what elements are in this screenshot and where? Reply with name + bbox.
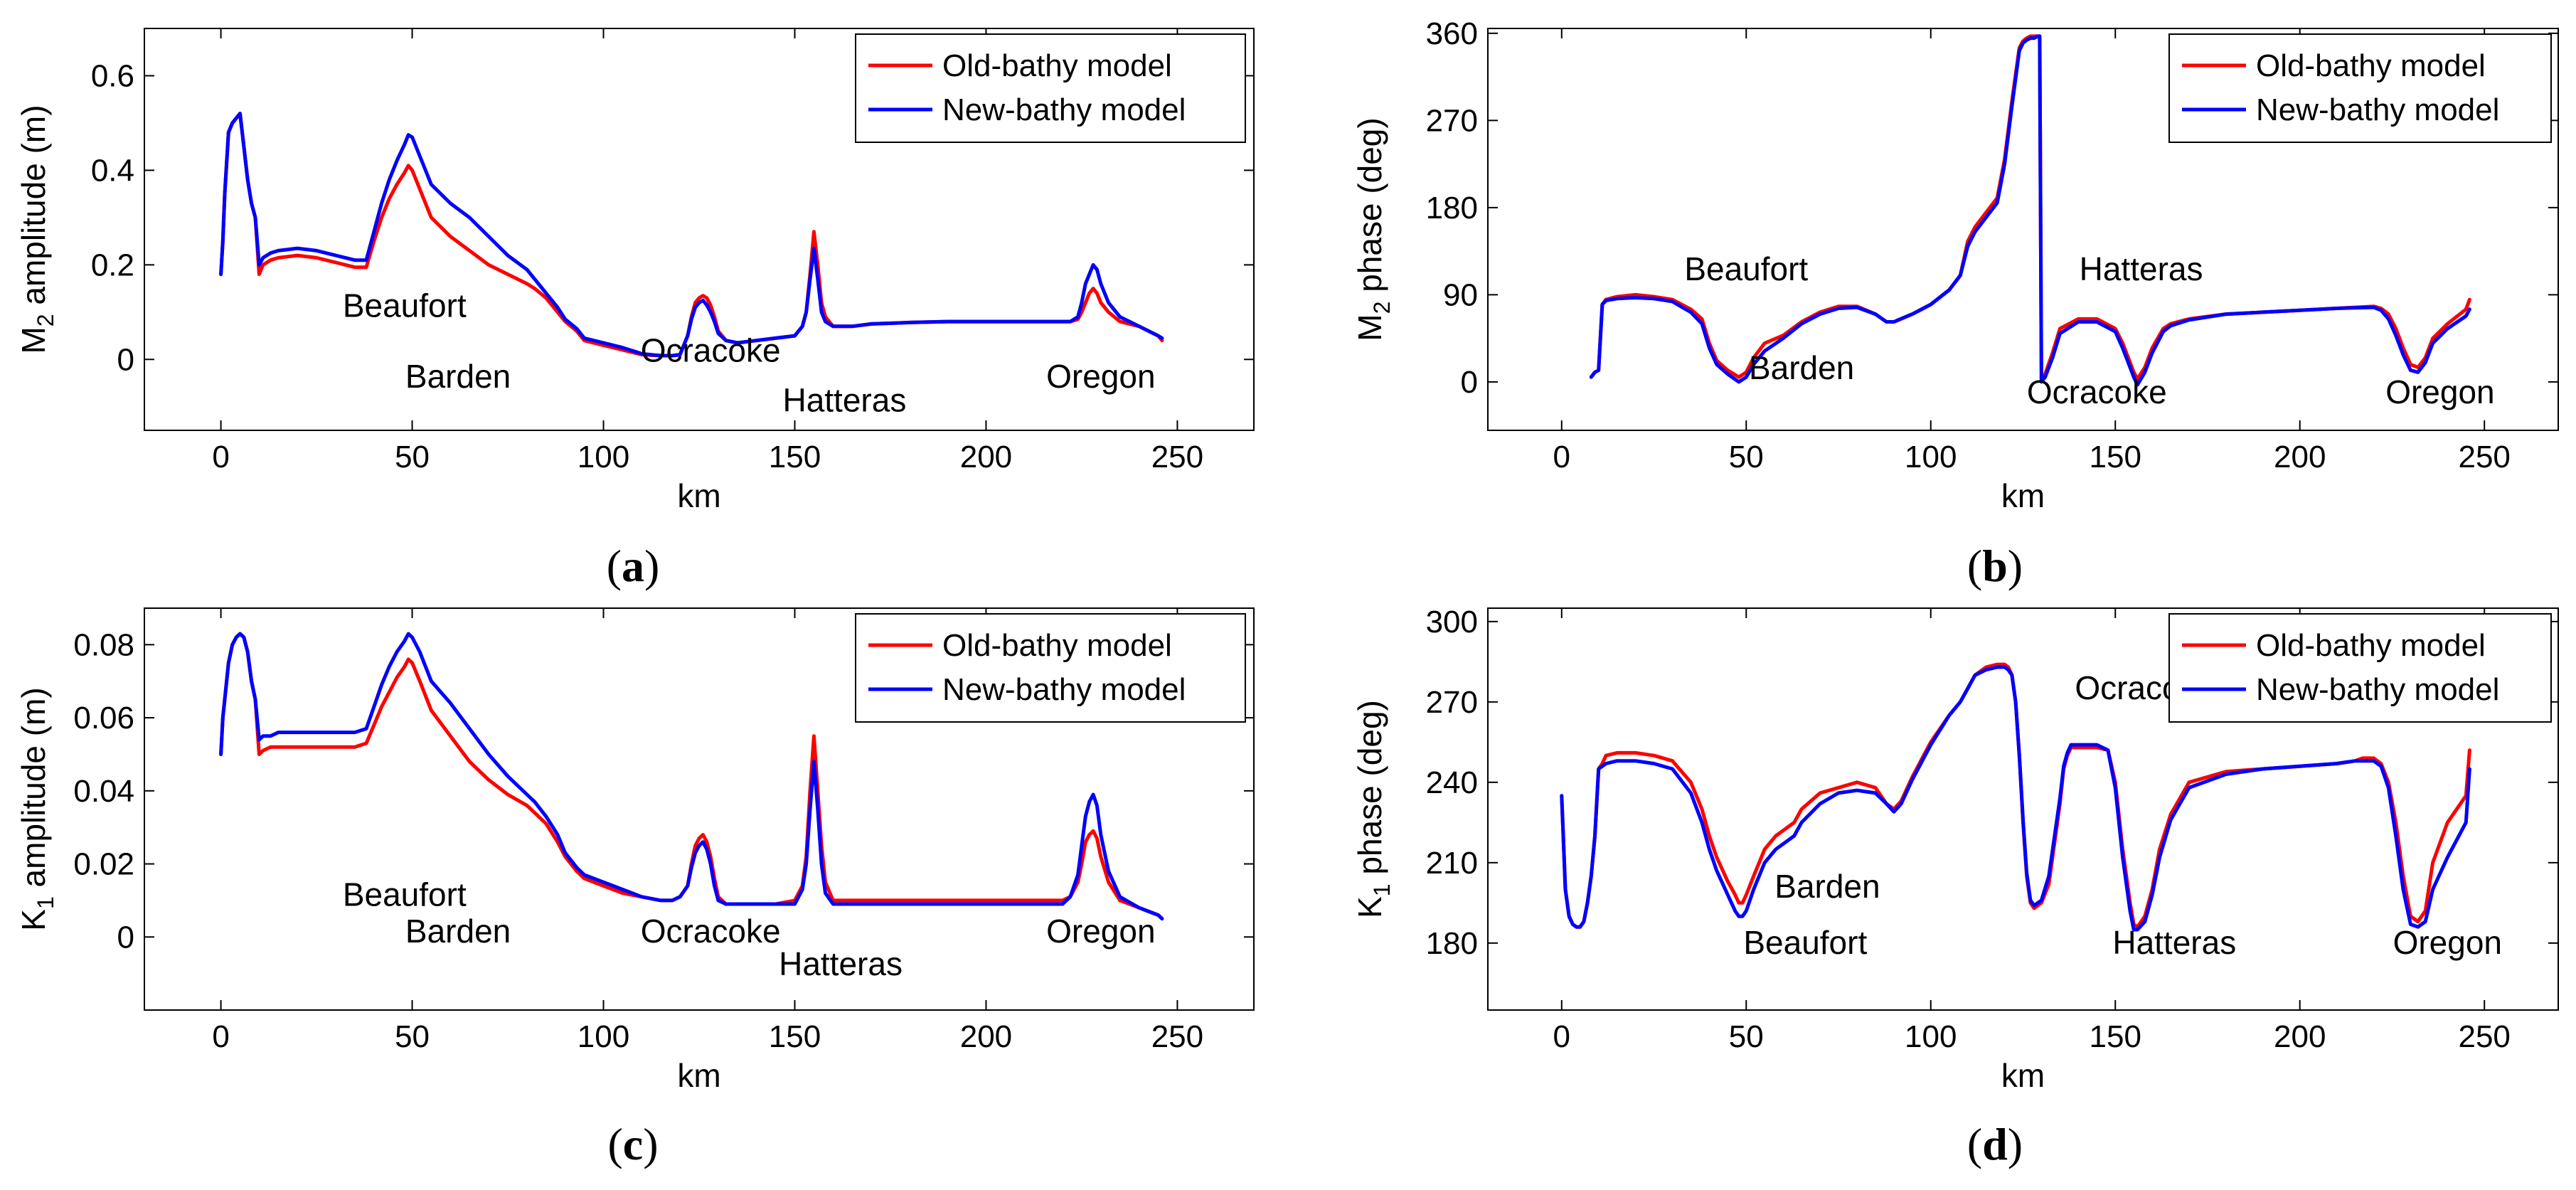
annotation-oregon: Oregon xyxy=(2393,924,2502,961)
annotation-beaufort: Beaufort xyxy=(1743,924,1867,961)
x-tick-label: 50 xyxy=(1729,440,1764,474)
y-axis-title: K1 amplitude (m) xyxy=(15,687,58,930)
y-tick-label: 270 xyxy=(1426,685,1478,720)
legend-label-new: New-bathy model xyxy=(942,92,1186,127)
legend-label-old: Old-bathy model xyxy=(2256,628,2486,663)
annotation-hatteras: Hatteras xyxy=(779,945,903,982)
legend-label-new: New-bathy model xyxy=(2256,672,2499,707)
x-tick-label: 200 xyxy=(960,1019,1012,1054)
x-tick-label: 150 xyxy=(2090,1019,2141,1054)
y-axis-title: M2 amplitude (m) xyxy=(15,105,58,354)
series-line-new xyxy=(1560,665,2471,932)
y-tick-label: 240 xyxy=(1426,765,1478,800)
annotation-beaufort: Beaufort xyxy=(343,876,467,913)
x-tick-label: 0 xyxy=(1553,440,1570,474)
chart-panel-a: 0 50 100 150 200 250 0 0.2 0.4 0.6 km M2 amplitude … xyxy=(15,28,1255,514)
x-tick-label: 200 xyxy=(960,440,1012,474)
y-tick-label: 0.4 xyxy=(91,153,134,188)
y-tick-label: 300 xyxy=(1426,605,1478,639)
annotation-beaufort: Beaufort xyxy=(1684,250,1808,287)
y-tick-label: 270 xyxy=(1426,103,1478,138)
y-tick-label: 0 xyxy=(117,920,134,955)
x-tick-label: 50 xyxy=(395,440,430,474)
legend-label-old: Old-bathy model xyxy=(2256,48,2486,83)
x-tick-label: 0 xyxy=(1553,1019,1570,1054)
x-axis-title: km xyxy=(677,1057,720,1094)
annotation-ocracoke: Ocracoke xyxy=(2027,373,2167,410)
annotation-ocracoke: Ocracoke xyxy=(641,332,781,369)
x-tick-label: 100 xyxy=(578,440,629,474)
legend-label-old: Old-bathy model xyxy=(942,628,1172,663)
series-line-new xyxy=(1589,34,2471,387)
x-tick-label: 250 xyxy=(2458,440,2510,474)
x-tick-label: 250 xyxy=(1151,440,1203,474)
annotation-beaufort: Beaufort xyxy=(343,287,467,324)
x-tick-label: 200 xyxy=(2274,440,2326,474)
annotation-barden: Barden xyxy=(1774,868,1880,905)
x-tick-label: 150 xyxy=(769,1019,821,1054)
annotation-barden: Barden xyxy=(1749,349,1854,386)
y-tick-label: 0 xyxy=(1461,365,1478,400)
panel-label-a: (a) xyxy=(607,541,660,591)
legend-label-new: New-bathy model xyxy=(942,672,1186,707)
legend-box xyxy=(2168,33,2552,143)
y-axis-title: K1 phase (deg) xyxy=(1351,700,1395,918)
annotation-hatteras: Hatteras xyxy=(782,381,906,418)
y-tick-label: 0.08 xyxy=(73,627,134,662)
x-tick-label: 150 xyxy=(2090,440,2141,474)
legend-label-new: New-bathy model xyxy=(2256,92,2499,127)
panel-label-d: (d) xyxy=(1967,1119,2023,1169)
legend-box xyxy=(2168,613,2552,723)
chart-panel-c: 0 50 100 150 200 250 0 0.02 0.04 0.06 0.08 km K1 amp… xyxy=(15,607,1255,1094)
legend-box xyxy=(855,33,1246,143)
y-tick-label: 0.06 xyxy=(73,701,134,735)
annotation-barden: Barden xyxy=(405,913,511,950)
y-tick-label: 0.2 xyxy=(91,248,134,282)
y-tick-label: 0.02 xyxy=(73,847,134,882)
series-line-new xyxy=(219,632,1164,921)
y-axis-title: M2 phase (deg) xyxy=(1351,117,1395,341)
legend-label-old: Old-bathy model xyxy=(942,48,1172,83)
x-tick-label: 100 xyxy=(1905,440,1957,474)
x-tick-label: 100 xyxy=(578,1019,629,1054)
x-tick-label: 50 xyxy=(1729,1019,1764,1054)
x-tick-label: 100 xyxy=(1905,1019,1957,1054)
x-tick-label: 250 xyxy=(2458,1019,2510,1054)
y-tick-label: 0.04 xyxy=(73,774,134,809)
legend: Old-bathy model New-bathy model xyxy=(855,613,1246,723)
annotation-ocracoke: Ocracoke xyxy=(641,913,781,950)
y-tick-label: 360 xyxy=(1426,16,1478,51)
y-tick-label: 90 xyxy=(1443,277,1478,312)
x-tick-label: 0 xyxy=(212,1019,229,1054)
legend: Old-bathy model New-bathy model xyxy=(855,33,1246,143)
y-tick-label: 0 xyxy=(117,342,134,377)
chart-panel-d: 0 50 100 150 200 250 180 210 240 270 300 km K1 phase… xyxy=(1351,605,2559,1094)
legend-box xyxy=(855,613,1246,723)
panel-label-b: (b) xyxy=(1967,541,2023,591)
x-axis-title: km xyxy=(677,477,720,514)
y-tick-label: 210 xyxy=(1426,846,1478,881)
panel-label-c: (c) xyxy=(607,1119,658,1169)
x-axis-title: km xyxy=(2001,1057,2045,1094)
y-tick-label: 180 xyxy=(1426,926,1478,961)
x-tick-label: 50 xyxy=(395,1019,430,1054)
legend: Old-bathy model New-bathy model xyxy=(2168,33,2552,143)
y-tick-label: 180 xyxy=(1426,191,1478,225)
x-axis-title: km xyxy=(2001,477,2045,514)
legend: Old-bathy model New-bathy model xyxy=(2168,613,2552,723)
annotation-oregon: Oregon xyxy=(2385,373,2494,410)
x-tick-label: 0 xyxy=(212,440,229,474)
y-tick-label: 0.6 xyxy=(91,58,134,93)
annotation-hatteras: Hatteras xyxy=(2112,924,2236,961)
annotation-hatteras: Hatteras xyxy=(2080,250,2203,287)
annotation-oregon: Oregon xyxy=(1046,913,1155,950)
series-line-new xyxy=(219,112,1164,358)
x-tick-label: 250 xyxy=(1151,1019,1203,1054)
chart-panel-b: 0 50 100 150 200 250 0 90 180 270 360 km M2 phase (d… xyxy=(1351,16,2559,514)
x-tick-label: 200 xyxy=(2274,1019,2326,1054)
annotation-oregon: Oregon xyxy=(1046,358,1155,395)
x-tick-label: 150 xyxy=(769,440,821,474)
annotation-barden: Barden xyxy=(405,358,511,395)
